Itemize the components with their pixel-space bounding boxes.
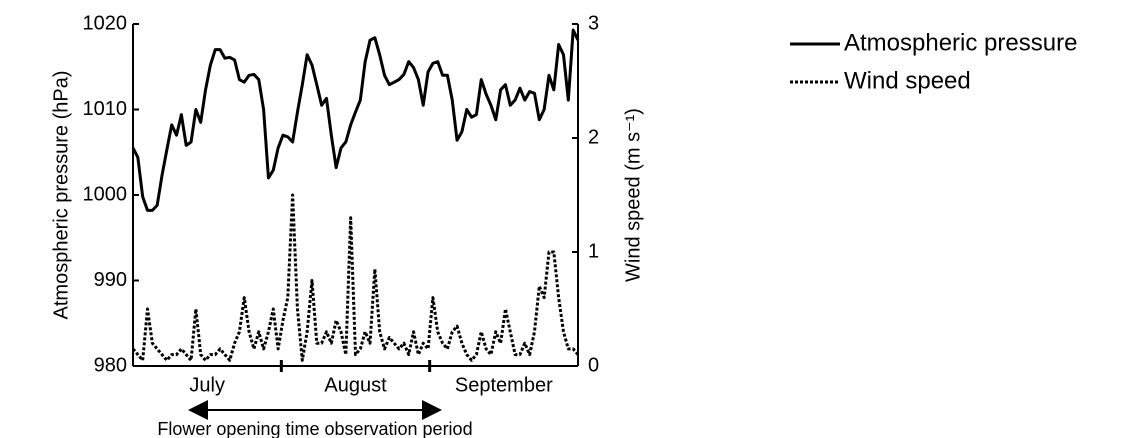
y-tick-label: 990 bbox=[94, 269, 127, 291]
y2-tick-label: 3 bbox=[588, 12, 599, 34]
legend-label: Atmospheric pressure bbox=[844, 29, 1077, 56]
y-tick-label: 1000 bbox=[83, 183, 128, 205]
y-tick-label: 980 bbox=[94, 354, 127, 376]
legend-label: Wind speed bbox=[844, 67, 971, 94]
y2-axis-label: Wind speed (m s⁻¹) bbox=[622, 108, 644, 282]
x-tick-label: August bbox=[324, 374, 387, 396]
y2-tick-label: 2 bbox=[588, 126, 599, 148]
series-line bbox=[131, 28, 580, 212]
y-tick-label: 1010 bbox=[83, 98, 128, 120]
y-tick-label: 1020 bbox=[83, 12, 128, 34]
y2-tick-label: 0 bbox=[588, 354, 599, 376]
y-axis-label: Atmospheric pressure (hPa) bbox=[50, 71, 72, 320]
x-tick-label: September bbox=[455, 374, 553, 396]
y2-tick-label: 1 bbox=[588, 240, 599, 262]
annotation: Flower opening time observation period bbox=[157, 419, 472, 438]
series-line bbox=[131, 193, 580, 362]
x-tick-label: July bbox=[189, 374, 225, 396]
